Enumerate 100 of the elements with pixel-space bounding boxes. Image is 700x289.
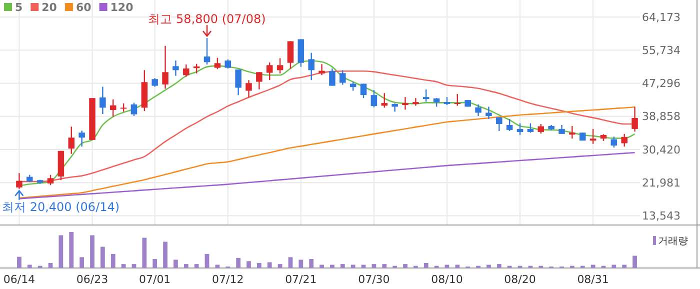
bar <box>340 264 345 268</box>
candlestick <box>360 83 367 99</box>
candlestick <box>287 40 294 70</box>
x-tick-label: 08/10 <box>431 273 463 286</box>
legend-label: 5 <box>15 1 23 14</box>
bar <box>382 264 387 268</box>
candlestick <box>475 104 482 117</box>
bar <box>486 264 491 268</box>
candlestick <box>246 80 252 98</box>
bar <box>27 264 32 268</box>
bar <box>256 262 262 268</box>
bar <box>48 262 53 268</box>
legend-label: 거래량 <box>658 236 688 247</box>
legend-label: 60 <box>76 1 92 14</box>
bar <box>58 235 64 268</box>
bar <box>622 264 627 268</box>
bar <box>184 264 188 268</box>
bar <box>142 238 147 268</box>
y-tick-label: 47,296 <box>642 77 680 90</box>
bar <box>246 261 251 268</box>
candlestick <box>110 98 116 118</box>
line-series <box>18 106 636 199</box>
candlestick <box>329 68 336 86</box>
legend-label: 120 <box>110 1 134 14</box>
bar <box>288 257 293 268</box>
line-series <box>18 152 636 200</box>
candlestick <box>172 60 179 76</box>
y-tick-label: 64,173 <box>642 10 680 24</box>
bar <box>194 264 199 268</box>
bar <box>80 257 84 268</box>
candlestick <box>235 68 242 96</box>
candlestick <box>78 130 85 148</box>
x-tick-label: 06/23 <box>76 273 108 286</box>
x-tick-label: 06/14 <box>3 273 36 286</box>
bar <box>267 262 272 268</box>
x-tick-label: 07/30 <box>358 273 390 286</box>
candlestick <box>621 133 628 148</box>
candlestick <box>632 106 638 132</box>
bar <box>110 254 116 268</box>
bar <box>372 264 376 268</box>
bar <box>330 264 334 268</box>
candlestick <box>454 93 461 106</box>
candlestick <box>516 122 524 136</box>
candlestick <box>214 57 221 70</box>
candlestick <box>506 118 513 132</box>
candlestick <box>610 136 618 148</box>
x-tick-label: 07/21 <box>285 273 317 286</box>
bar <box>174 260 178 268</box>
candlestick <box>486 106 492 120</box>
annotation: 최저 20,400 (06/14) <box>2 200 120 214</box>
bar <box>132 264 136 268</box>
candlestick <box>276 58 284 74</box>
bar <box>496 264 502 268</box>
bar <box>163 242 168 268</box>
candlestick <box>340 70 346 86</box>
candlestick <box>527 122 534 134</box>
x-tick-label: 08/31 <box>577 273 609 286</box>
bar <box>204 254 210 268</box>
bar <box>632 256 637 268</box>
x-tick-label: 07/12 <box>212 273 244 286</box>
candlestick <box>204 37 210 66</box>
candlestick <box>16 172 22 190</box>
bar <box>612 264 616 268</box>
candlestick <box>47 174 54 186</box>
bar <box>424 262 428 268</box>
bar <box>320 264 324 268</box>
x-tick-label: 08/20 <box>504 273 536 286</box>
candlestick <box>590 128 596 145</box>
candlestick <box>496 116 502 132</box>
candlestick <box>256 72 262 90</box>
candlestick <box>100 86 106 115</box>
bar <box>152 259 158 268</box>
bar <box>455 264 460 268</box>
bar <box>90 235 94 268</box>
y-tick-label: 30,420 <box>642 143 680 156</box>
candlestick <box>422 88 430 102</box>
candlestick <box>308 52 314 81</box>
y-tick-label: 55,734 <box>642 44 680 57</box>
bar <box>17 256 22 268</box>
bar <box>121 264 126 268</box>
legend-label: 20 <box>42 1 58 14</box>
candlestick <box>370 89 378 108</box>
bar <box>403 264 408 268</box>
candlestick <box>402 96 408 110</box>
candlestick <box>298 38 304 68</box>
bar <box>309 259 314 268</box>
candlestick <box>183 64 190 78</box>
bar <box>236 258 241 268</box>
candlestick <box>162 45 168 90</box>
candlestick <box>130 102 138 117</box>
candlestick <box>266 62 273 81</box>
bar <box>298 260 304 268</box>
candlestick <box>569 125 576 140</box>
candlestick <box>68 126 75 154</box>
candlestick <box>538 123 544 134</box>
y-tick-label: 13,543 <box>642 210 680 223</box>
y-tick-label: 21,981 <box>642 176 680 190</box>
candlestick <box>381 92 388 108</box>
candlestick <box>318 64 325 76</box>
bar <box>278 264 282 268</box>
